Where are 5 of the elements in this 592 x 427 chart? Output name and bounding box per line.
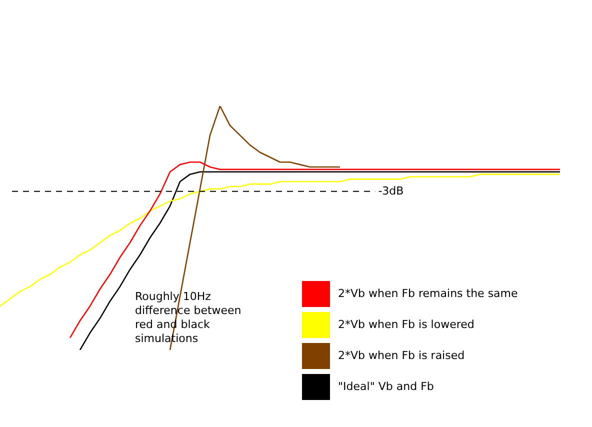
- legend-label: "Ideal" Vb and Fb: [338, 380, 434, 393]
- legend-label: 2*Vb when Fb is raised: [338, 349, 465, 362]
- legend-label: 2*Vb when Fb remains the same: [338, 287, 518, 300]
- legend-label: 2*Vb when Fb is lowered: [338, 318, 474, 331]
- ref-line-label: -3dB: [378, 184, 404, 198]
